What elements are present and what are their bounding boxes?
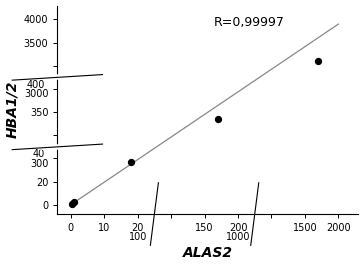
Point xyxy=(315,59,321,63)
Point xyxy=(215,117,221,121)
X-axis label: ALAS2: ALAS2 xyxy=(183,246,233,260)
Point xyxy=(70,202,75,206)
Point xyxy=(128,160,134,164)
Point xyxy=(71,200,77,205)
Y-axis label: HBA1/2: HBA1/2 xyxy=(5,81,20,139)
Text: R=0,99997: R=0,99997 xyxy=(214,16,285,29)
